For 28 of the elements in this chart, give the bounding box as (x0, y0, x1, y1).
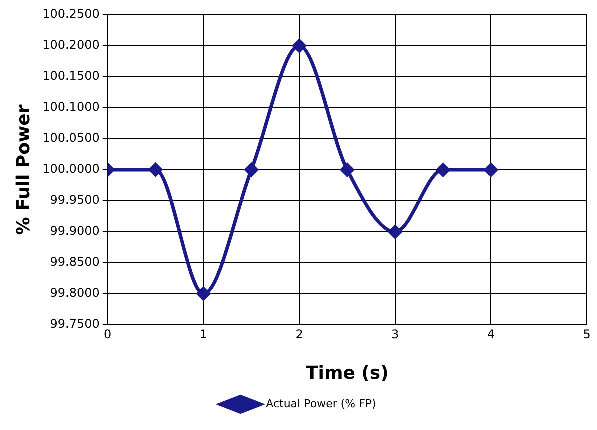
point (149, 163, 163, 177)
y-tick-label: 100.0000 (42, 162, 100, 176)
x-tick-label: 4 (487, 327, 495, 342)
y-tick-label: 99.9000 (50, 224, 100, 238)
x-tick-label: 0 (104, 327, 112, 342)
x-axis-title: Time (s) (306, 362, 389, 384)
y-axis-title: % Full Power (13, 104, 34, 236)
y-tick-label: 99.9500 (50, 193, 100, 208)
x-tick-label: 3 (392, 327, 400, 342)
x-tick-label: 1 (200, 327, 208, 342)
y-tick-label: 99.8500 (50, 255, 100, 270)
point (292, 39, 306, 53)
point (244, 163, 258, 177)
point (340, 163, 354, 177)
y-tick-label: 100.2500 (42, 7, 100, 22)
y-tick-label: 100.0500 (42, 131, 100, 146)
point (484, 163, 498, 177)
x-tick-label: 5 (583, 327, 591, 342)
y-tick-label: 100.2000 (42, 38, 100, 52)
point (196, 287, 210, 301)
y-tick-label: 100.1500 (42, 69, 100, 84)
y-tick-label: 99.7500 (50, 317, 100, 332)
y-tick-label: 99.8000 (50, 286, 100, 300)
point (388, 225, 402, 239)
point (436, 163, 450, 177)
legend-label: Actual Power (% FP) (266, 397, 376, 410)
y-tick-label: 100.1000 (42, 100, 100, 114)
x-tick-label: 2 (296, 327, 304, 342)
